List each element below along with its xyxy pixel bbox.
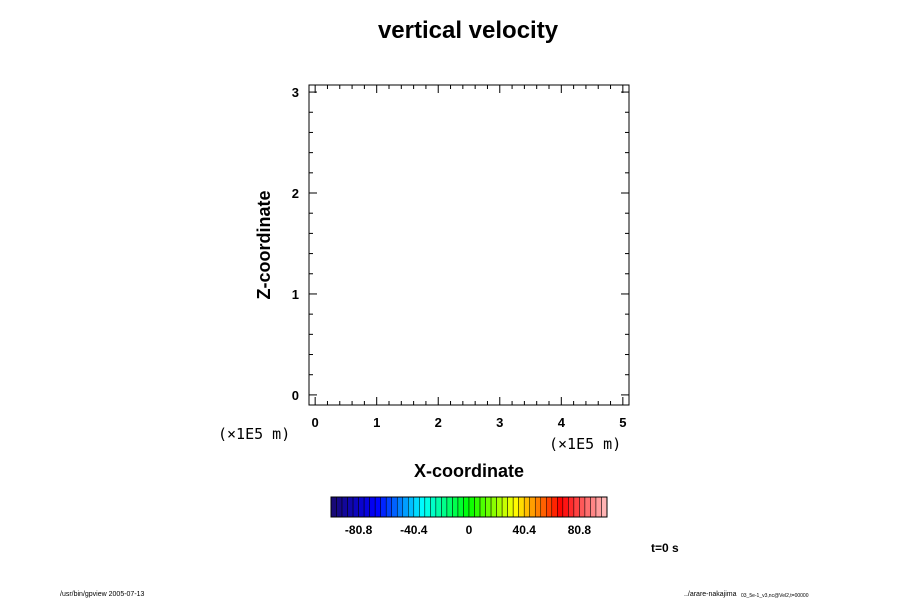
x-axis-label: X-coordinate [414, 461, 524, 481]
x-tick-label: 0 [312, 415, 319, 430]
colorbar-swatch [474, 496, 481, 518]
colorbar-labels: -80.8 -40.4 0 40.4 80.8 [345, 523, 591, 537]
plot-ticks: 0 1 2 3 4 5 0 1 2 3 [292, 85, 629, 430]
x-tick-label: 1 [373, 415, 380, 430]
colorbar-swatch [363, 496, 370, 518]
colorbar-swatch [446, 496, 453, 518]
colorbar-swatch [380, 496, 387, 518]
colorbar-swatch [391, 496, 398, 518]
z-tick-label: 3 [292, 85, 299, 100]
colorbar-tick-label: 80.8 [568, 523, 592, 537]
colorbar-swatch [358, 496, 365, 518]
colorbar-tick-label: -40.4 [400, 523, 428, 537]
colorbar-swatch [573, 496, 580, 518]
time-label: t=0 s [651, 541, 679, 555]
z-tick-label: 0 [292, 388, 299, 403]
chart-title: vertical velocity [378, 17, 559, 44]
colorbar-swatch [595, 496, 602, 518]
colorbar-swatch [507, 496, 514, 518]
x-tick-label: 4 [558, 415, 566, 430]
colorbar-swatch [369, 496, 376, 518]
colorbar-tick-label: -80.8 [345, 523, 373, 537]
x-tick-label: 3 [496, 415, 503, 430]
z-tick-label: 1 [292, 287, 299, 302]
colorbar-tick-label: 40.4 [513, 523, 537, 537]
colorbar-swatch [485, 496, 492, 518]
colorbar-swatch [341, 496, 348, 518]
colorbar-swatch [408, 496, 415, 518]
footer-left: /usr/bin/gpview 2005-07-13 [60, 591, 145, 598]
colorbar-swatch [518, 496, 525, 518]
colorbar-swatch [396, 496, 404, 518]
colorbar-swatch [463, 496, 470, 518]
footer-right-main: ../arare-nakajima [684, 591, 737, 598]
plot-frame [308, 84, 630, 406]
colorbar-swatch [534, 496, 542, 518]
x-unit-label: (×1E5 m) [549, 435, 621, 453]
colorbar-swatch [557, 496, 564, 518]
z-axis-label: Z-coordinate [254, 190, 274, 299]
colorbar-swatch [601, 496, 608, 518]
colorbar-swatch [496, 496, 503, 518]
colorbar-swatch [330, 496, 337, 518]
colorbar-swatch [551, 496, 558, 518]
colorbar-swatch [529, 496, 536, 518]
z-tick-label: 2 [292, 186, 299, 201]
colorbar-swatch [490, 496, 497, 518]
colorbar-swatch [512, 496, 519, 518]
colorbar-swatch [435, 496, 442, 518]
colorbar-swatch [523, 496, 530, 518]
z-unit-label: (×1E5 m) [218, 425, 290, 443]
colorbar-swatch [540, 496, 547, 518]
footer-right: ../arare-nakajima 03_5e-1_v3,nc@Vel2,t=0… [684, 583, 809, 600]
colorbar-swatch [562, 496, 569, 518]
colorbar [330, 496, 608, 518]
colorbar-swatch [430, 496, 437, 518]
colorbar-swatch [579, 496, 586, 518]
colorbar-swatch [336, 496, 343, 518]
footer-right-small: 03_5e-1_v3,nc@Vel2,t=00000 [741, 593, 809, 599]
colorbar-swatch [374, 496, 381, 518]
colorbar-swatch [441, 496, 448, 518]
colorbar-swatch [419, 496, 426, 518]
colorbar-swatch [584, 496, 591, 518]
colorbar-swatch [468, 496, 475, 518]
colorbar-swatch [352, 496, 359, 518]
colorbar-swatch [413, 496, 420, 518]
x-tick-label: 5 [619, 415, 626, 430]
colorbar-swatch [546, 496, 553, 518]
colorbar-swatch [347, 496, 354, 518]
colorbar-swatch [402, 496, 409, 518]
colorbar-swatch [590, 496, 597, 518]
colorbar-swatch [385, 496, 392, 518]
colorbar-swatch [479, 496, 486, 518]
colorbar-swatch [568, 496, 575, 518]
colorbar-swatch [424, 496, 431, 518]
colorbar-tick-label: 0 [466, 523, 473, 537]
colorbar-swatch [457, 496, 464, 518]
colorbar-frame [330, 496, 608, 518]
colorbar-swatch [452, 496, 459, 518]
colorbar-swatch [501, 496, 508, 518]
x-tick-label: 2 [435, 415, 442, 430]
